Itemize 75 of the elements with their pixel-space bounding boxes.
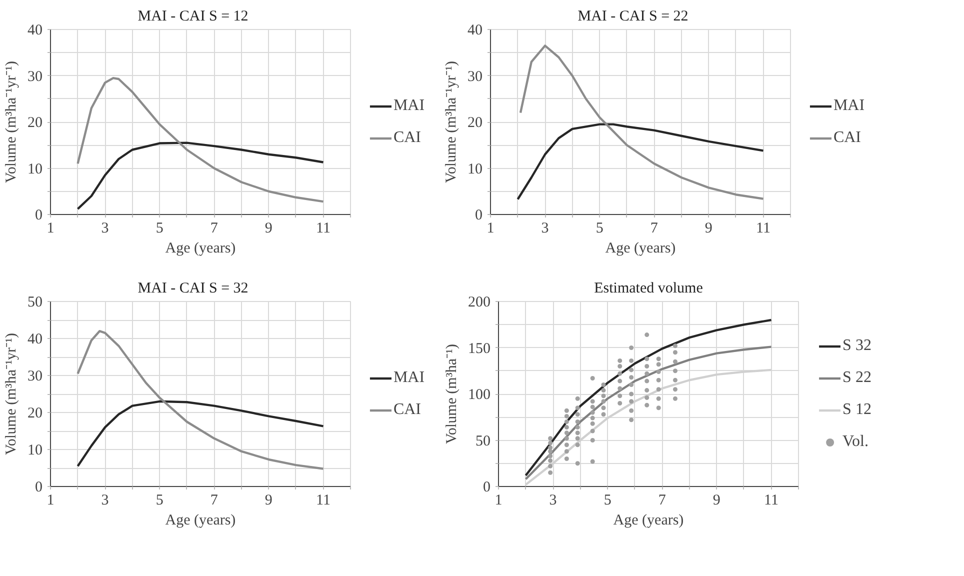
y-tick-label: 0	[35, 480, 42, 496]
y-tick-label: 10	[468, 161, 482, 178]
y-axis-title: Volume (m³ha⁻¹yr⁻¹)	[4, 333, 20, 455]
y-tick-label: 40	[468, 22, 482, 38]
x-tick-label: 1	[486, 220, 494, 236]
y-tick-label: 0	[35, 208, 42, 224]
x-tick-label: 11	[316, 492, 330, 508]
x-axis-title: Age (years)	[613, 512, 684, 528]
y-axis-title: Volume (m³ha⁻¹)	[444, 344, 460, 444]
x-tick-label: 9	[712, 492, 720, 508]
y-tick-label: 40	[28, 332, 42, 348]
legend-label: MAI	[393, 96, 425, 114]
chart-title: MAI - CAI S = 22	[578, 8, 688, 24]
chart-title: Estimated volume	[594, 280, 704, 296]
legend-label: S 12	[842, 400, 872, 418]
line-series	[524, 346, 772, 480]
y-tick-label: 20	[28, 115, 42, 131]
legend-label: MAI	[833, 96, 865, 114]
x-tick-label: 3	[101, 492, 109, 508]
x-tick-label: 1	[494, 492, 502, 508]
y-axis-title: Volume (m³ha⁻¹yr⁻¹)	[444, 61, 460, 183]
x-tick-label: 9	[264, 492, 272, 508]
x-tick-label: 3	[101, 220, 109, 236]
legend-label: CAI	[393, 400, 422, 418]
x-tick-label: 7	[650, 220, 658, 236]
y-tick-label: 10	[28, 442, 42, 458]
x-tick-label: 3	[549, 492, 557, 508]
y-tick-label: 20	[468, 115, 482, 131]
y-tick-label: 0	[483, 480, 490, 496]
y-tick-label: 30	[28, 368, 42, 384]
y-tick-label: 0	[475, 208, 482, 224]
y-tick-label: 50	[28, 294, 42, 310]
y-axis-title: Volume (m³ha⁻¹yr⁻¹)	[4, 61, 20, 183]
x-tick-label: 3	[541, 220, 549, 236]
y-tick-label: 20	[28, 406, 42, 422]
line-series	[524, 318, 772, 476]
x-tick-label: 7	[658, 492, 666, 508]
x-tick-label: 7	[210, 492, 218, 508]
legend-label: CAI	[833, 128, 862, 146]
legend-label: S 32	[842, 336, 872, 354]
y-tick-label: 200	[468, 294, 490, 310]
line-series	[519, 44, 764, 200]
x-axis-title: Age (years)	[165, 512, 236, 528]
x-tick-label: 5	[596, 220, 604, 236]
y-tick-label: 100	[468, 387, 490, 403]
legend-label: CAI	[393, 128, 422, 146]
x-tick-label: 5	[604, 492, 612, 508]
line-series	[76, 76, 324, 203]
x-tick-label: 11	[756, 220, 770, 236]
x-tick-label: 11	[316, 220, 330, 236]
line-series	[76, 142, 324, 210]
legend-label: S 22	[842, 368, 872, 386]
x-tick-label: 9	[704, 220, 712, 236]
y-tick-label: 30	[28, 68, 42, 85]
x-tick-label: 5	[156, 220, 164, 236]
x-tick-label: 9	[264, 220, 272, 236]
y-tick-label: 40	[28, 22, 42, 38]
x-axis-title: Age (years)	[165, 240, 236, 256]
chart-title: MAI - CAI S = 32	[138, 280, 248, 296]
y-tick-label: 30	[468, 68, 482, 85]
line-series	[76, 400, 324, 468]
y-tick-label: 150	[468, 340, 490, 357]
x-axis-title: Age (years)	[605, 240, 676, 256]
y-tick-label: 50	[476, 433, 490, 450]
line-series	[516, 123, 764, 200]
line-series	[76, 330, 324, 470]
chart-title: MAI - CAI S = 12	[138, 8, 248, 24]
legend-label: Vol.	[842, 432, 868, 450]
x-tick-label: 1	[46, 220, 54, 236]
legend-label: MAI	[393, 368, 425, 386]
x-tick-label: 11	[764, 492, 778, 508]
y-tick-label: 10	[28, 161, 42, 178]
x-tick-label: 7	[210, 220, 218, 236]
x-tick-label: 1	[46, 492, 54, 508]
x-tick-label: 5	[156, 492, 164, 508]
